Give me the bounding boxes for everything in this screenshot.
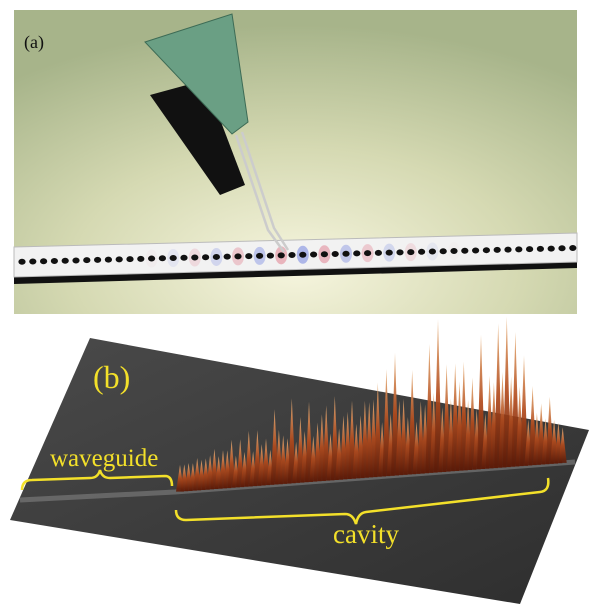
hole — [407, 249, 414, 255]
panel-b: (b) waveguide cavity — [10, 317, 589, 604]
hole — [267, 253, 274, 259]
hole — [278, 252, 285, 258]
hole — [234, 253, 241, 259]
hole — [180, 255, 187, 261]
hole — [353, 250, 360, 256]
hole — [472, 247, 479, 253]
hole — [342, 251, 349, 257]
hole — [29, 259, 36, 265]
hole — [72, 257, 79, 263]
hole — [429, 249, 436, 255]
hole — [364, 250, 371, 256]
hole — [483, 247, 490, 253]
figure: (a) (b) waveguide cavity — [0, 0, 589, 608]
hole — [537, 246, 544, 252]
hole — [191, 254, 198, 260]
hole — [137, 256, 144, 262]
hole — [526, 246, 533, 252]
hole — [515, 246, 522, 252]
hole — [461, 248, 468, 254]
hole — [18, 259, 25, 265]
page: (a) (b) waveguide cavity (() => { const … — [0, 0, 589, 608]
hole — [288, 252, 295, 258]
hole — [51, 258, 58, 264]
hole — [494, 247, 501, 253]
hole — [450, 248, 457, 254]
hole — [418, 249, 425, 255]
hole — [332, 251, 339, 257]
panel-label: (a) — [24, 32, 44, 53]
hole — [375, 250, 382, 256]
panel-label: (b) — [93, 359, 130, 395]
hole — [202, 254, 209, 260]
hole — [83, 257, 90, 263]
hole — [224, 254, 231, 260]
hole — [62, 258, 69, 264]
hole — [558, 245, 565, 251]
hole — [159, 255, 166, 261]
hole — [40, 258, 47, 264]
hole — [213, 254, 220, 260]
hole — [116, 256, 123, 262]
annotation: cavity — [333, 519, 399, 549]
hole — [440, 248, 447, 254]
hole — [299, 252, 306, 258]
hole — [126, 256, 133, 262]
hole — [310, 252, 317, 258]
hole — [504, 247, 511, 253]
hole — [148, 256, 155, 262]
hole — [548, 246, 555, 252]
hole — [396, 249, 403, 255]
annotation: waveguide — [50, 445, 158, 472]
hole — [256, 253, 263, 259]
hole — [170, 255, 177, 261]
hole — [569, 245, 576, 251]
hole — [386, 250, 393, 256]
hole — [321, 251, 328, 257]
hole — [105, 257, 112, 263]
hole — [94, 257, 101, 263]
panel-a: (a) — [14, 10, 577, 314]
hole — [245, 253, 252, 259]
